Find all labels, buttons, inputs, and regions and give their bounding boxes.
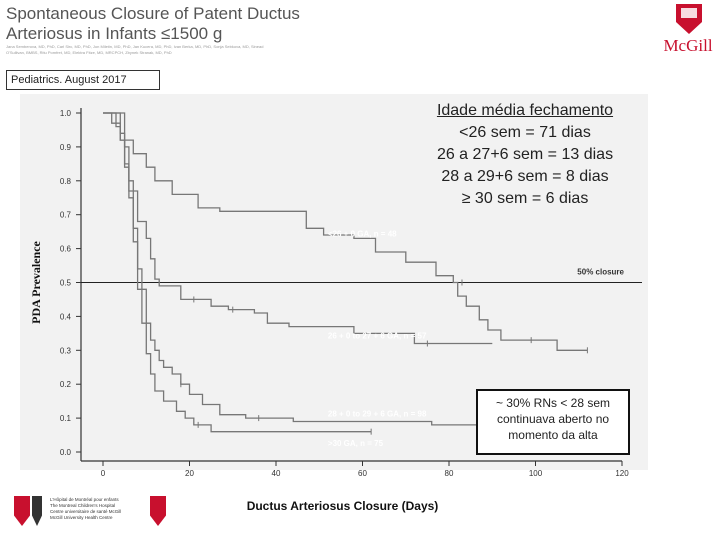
- title-line-1: Spontaneous Closure of Patent Ductus: [6, 4, 300, 23]
- x-axis-title: Ductus Arteriosus Closure (Days): [247, 499, 439, 513]
- hospital-line-1: L'Hôpital de Montréal pour enfants: [50, 497, 119, 502]
- slide-title: Spontaneous Closure of Patent Ductus Art…: [6, 4, 300, 44]
- series-label-4: >30 GA, n = 75: [328, 439, 384, 448]
- hospital-line-4: McGill University Health Centre: [50, 515, 113, 520]
- median-closure-heading: Idade média fechamento: [436, 102, 614, 119]
- median-closure-line-3: 28 a 29+6 sem = 8 dias: [441, 168, 609, 185]
- x-tick-label: 40: [272, 469, 281, 478]
- median-closure-line-2: 26 a 27+6 sem = 13 dias: [436, 146, 614, 163]
- x-tick-label: 120: [615, 469, 629, 478]
- author-list: Jana Semberova, MD, PhD, Carl Sirc, MD, …: [6, 44, 264, 55]
- title-line-2: Arteriosus in Infants ≤1500 g: [6, 24, 223, 43]
- y-tick-label: 0.1: [60, 414, 72, 423]
- hospital-shield-icon: [14, 496, 30, 526]
- fifty-percent-label: 50% closure: [577, 268, 624, 277]
- journal-citation: Pediatrics. August 2017: [6, 70, 160, 90]
- y-tick-label: 0.4: [60, 312, 72, 321]
- hospital-line-3: Centre universitaire de santé McGill: [50, 509, 122, 514]
- hospital-mark-icon: [32, 496, 42, 526]
- y-tick-label: 0.7: [60, 211, 72, 220]
- x-tick-label: 100: [529, 469, 543, 478]
- x-tick-label: 80: [445, 469, 454, 478]
- y-tick-label: 0.5: [60, 279, 72, 288]
- median-closure-box: Idade média fechamento <26 sem = 71 dias…: [420, 100, 630, 210]
- series-line-3: [103, 112, 519, 426]
- x-tick-label: 60: [358, 469, 367, 478]
- y-tick-label: 0.9: [60, 143, 72, 152]
- y-tick-label: 0.2: [60, 380, 72, 389]
- x-tick-label: 0: [101, 469, 106, 478]
- series-line-1: [103, 112, 588, 351]
- y-axis-title: PDA Prevalence: [29, 240, 43, 323]
- median-closure-line-1: <26 sem = 71 dias: [459, 124, 591, 141]
- discharge-note-box: ~ 30% RNs < 28 sem continuava aberto no …: [476, 389, 630, 455]
- footer-logos: L'Hôpital de Montréal pour enfants The M…: [14, 496, 184, 530]
- hospital-line-2: The Montreal Children's Hospital: [50, 503, 116, 508]
- mcgill-small-shield-icon: [150, 496, 166, 526]
- y-tick-label: 1.0: [60, 109, 72, 118]
- y-tick-label: 0.6: [60, 245, 72, 254]
- series-line-4: [103, 112, 372, 433]
- y-tick-label: 0.3: [60, 346, 72, 355]
- mcgill-wordmark: McGill: [663, 36, 713, 55]
- median-closure-line-4: ≥ 30 sem = 6 dias: [461, 190, 589, 207]
- series-label-2: 26 + 0 to 27 + 6 GA, n = 57: [328, 331, 427, 340]
- x-tick-label: 20: [185, 469, 194, 478]
- hospital-names: L'Hôpital de Montréal pour enfants The M…: [50, 497, 150, 521]
- series-label-3: 28 + 0 to 29 + 6 GA, n = 98: [328, 409, 427, 418]
- series-label-1: <26 + 0 GA, n = 48: [328, 230, 397, 239]
- mcgill-logo: McGill: [660, 4, 716, 64]
- y-tick-label: 0.8: [60, 177, 72, 186]
- y-tick-label: 0.0: [60, 448, 72, 457]
